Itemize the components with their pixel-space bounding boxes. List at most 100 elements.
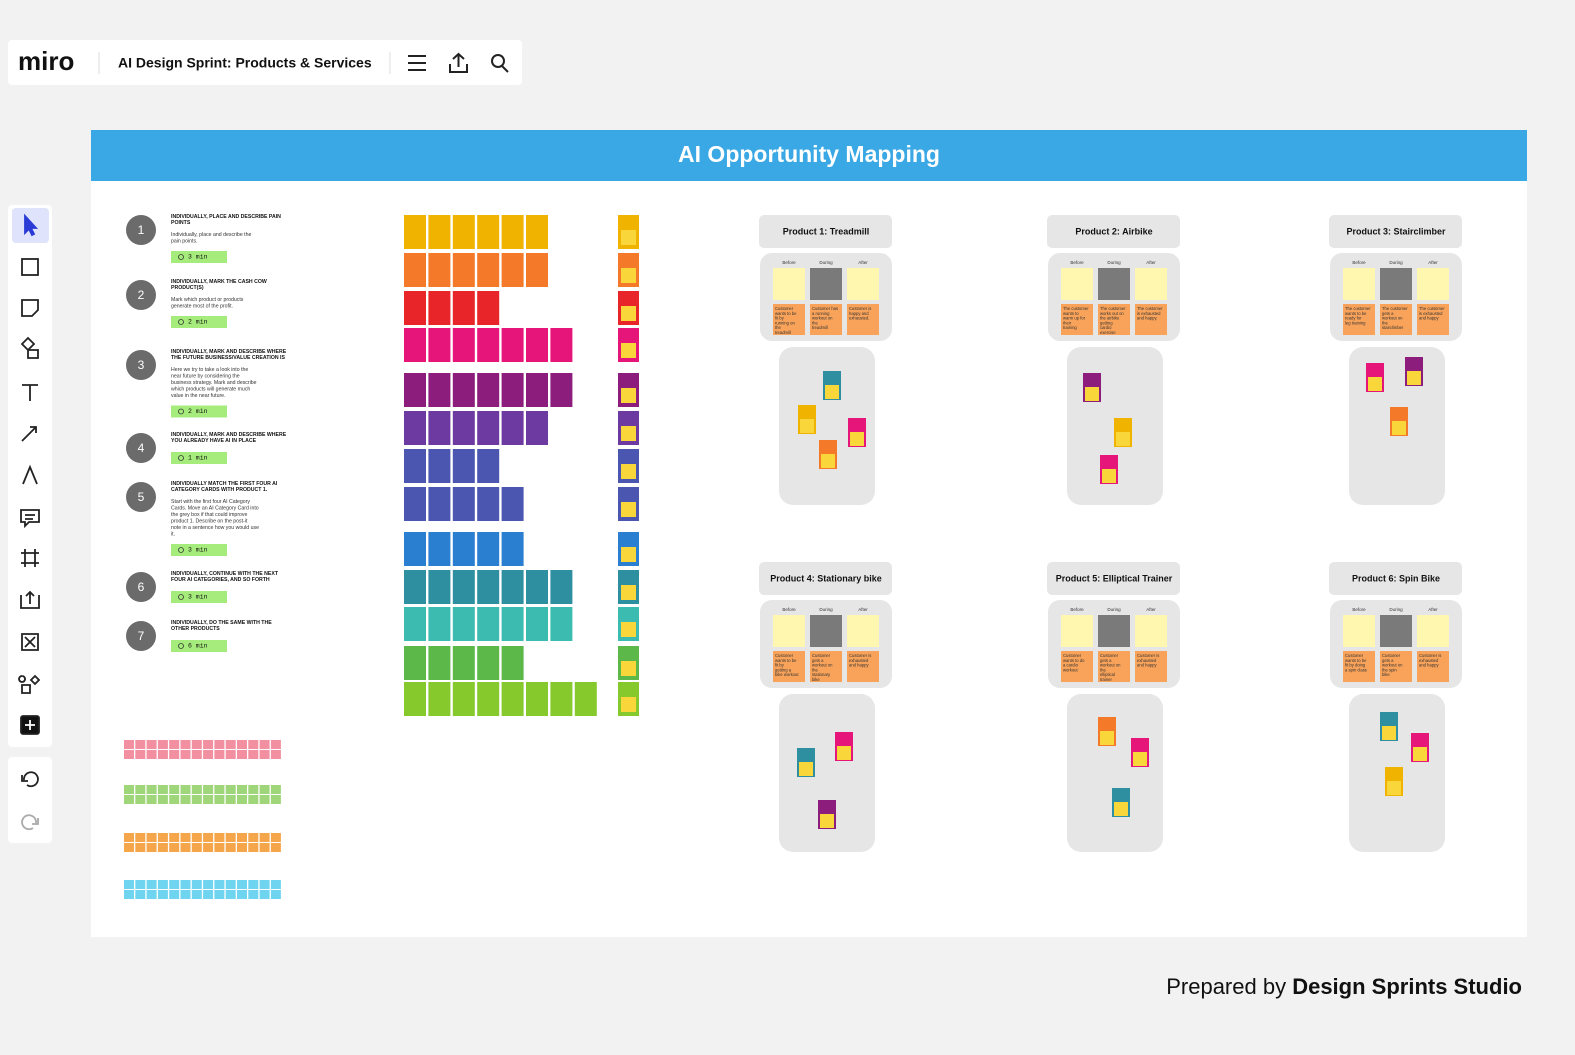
select-tool[interactable] bbox=[24, 213, 39, 237]
embed-tool[interactable] bbox=[21, 633, 39, 651]
phase-label: Before bbox=[1070, 260, 1084, 265]
ai-card bbox=[526, 215, 548, 249]
sticky-palette bbox=[225, 750, 236, 759]
journey-image bbox=[1135, 615, 1167, 647]
timer-bg bbox=[171, 405, 227, 418]
ai-card bbox=[404, 532, 426, 566]
phase-label: After bbox=[1428, 260, 1438, 265]
menu-icon[interactable] bbox=[408, 55, 426, 71]
sticky-palette bbox=[135, 750, 146, 759]
wrapped-text: Customer is exhausted and happy bbox=[1137, 653, 1159, 668]
ai-card bbox=[477, 215, 500, 249]
sticky-palette bbox=[237, 890, 247, 899]
sticky bbox=[621, 426, 636, 441]
ai-card bbox=[526, 253, 548, 287]
sticky-palette bbox=[203, 880, 214, 889]
ai-card bbox=[428, 215, 451, 249]
journey-image bbox=[773, 268, 805, 300]
ai-card bbox=[550, 682, 573, 716]
pen-tool[interactable] bbox=[22, 464, 38, 485]
line-tool[interactable] bbox=[21, 426, 37, 442]
ai-card bbox=[404, 487, 426, 521]
sticky-palette bbox=[237, 740, 247, 749]
step-circle bbox=[126, 350, 156, 380]
sticky-palette bbox=[270, 890, 281, 899]
sticky-palette bbox=[180, 785, 191, 794]
sticky bbox=[621, 306, 636, 321]
product-name: Product 3: Stairclimber bbox=[1346, 226, 1446, 236]
sticky-palette bbox=[270, 880, 281, 889]
ai-card bbox=[452, 215, 475, 249]
timer: 1 min bbox=[188, 455, 208, 462]
ai-card bbox=[477, 532, 500, 566]
search-icon[interactable] bbox=[491, 54, 509, 73]
board-name[interactable]: AI Design Sprint: Products & Services bbox=[118, 55, 372, 71]
phase-label: Before bbox=[1070, 607, 1084, 612]
sticky-palette bbox=[259, 795, 270, 804]
text-tool[interactable] bbox=[22, 384, 38, 401]
sticky-palette bbox=[214, 750, 225, 759]
ai-card bbox=[501, 532, 524, 566]
redo[interactable] bbox=[21, 814, 39, 831]
more-plus bbox=[25, 720, 35, 730]
wrapped-text: Customer is happy and exhausted. bbox=[849, 306, 871, 321]
frame-tool[interactable] bbox=[21, 549, 39, 567]
product-name: Product 6: Spin Bike bbox=[1352, 573, 1440, 583]
phase-label: Before bbox=[1352, 260, 1366, 265]
timer: 3 min bbox=[188, 547, 208, 554]
sticky-palette bbox=[259, 750, 270, 759]
sticky bbox=[1114, 802, 1128, 816]
comment-tool[interactable] bbox=[20, 509, 40, 529]
sticky-palette bbox=[157, 880, 168, 889]
ai-card bbox=[404, 215, 426, 249]
sticky bbox=[621, 585, 636, 600]
export-icon[interactable] bbox=[449, 52, 468, 73]
sticky-palette bbox=[169, 750, 180, 759]
ai-card bbox=[428, 607, 451, 641]
ai-card bbox=[501, 215, 524, 249]
wrapped-text: The customer works out on the airbike getti… bbox=[1100, 306, 1126, 335]
sticky-palette bbox=[169, 890, 180, 899]
sticky bbox=[621, 230, 636, 245]
upload-tool[interactable] bbox=[20, 590, 40, 609]
logo[interactable]: miro bbox=[18, 46, 74, 76]
journey-note bbox=[1098, 651, 1130, 682]
product-name: Product 4: Stationary bike bbox=[770, 573, 882, 583]
sticky-palette bbox=[214, 880, 225, 889]
sticky-palette bbox=[157, 890, 168, 899]
footer-prefix: Prepared by bbox=[1166, 974, 1286, 999]
sticky-palette bbox=[157, 740, 168, 749]
sticky-palette bbox=[180, 880, 191, 889]
ai-card bbox=[452, 291, 475, 325]
sticky-palette bbox=[135, 880, 146, 889]
sticky-palette bbox=[157, 785, 168, 794]
wrapped-text: Here we try to take a look into the near … bbox=[171, 367, 257, 399]
wrapped-text: Customer has a running workout on the treadm… bbox=[812, 306, 838, 330]
timer-icon bbox=[178, 254, 184, 260]
wrapped-text: INDIVIDUALLY, MARK AND DESCRIBE WHERE THE… bbox=[171, 349, 287, 361]
sticky-palette bbox=[237, 795, 247, 804]
ai-card bbox=[404, 682, 426, 716]
diagram-tool[interactable] bbox=[18, 674, 41, 694]
ai-card bbox=[404, 253, 426, 287]
sticky-palette bbox=[124, 890, 134, 899]
sticky-palette bbox=[191, 740, 202, 749]
sticky-palette bbox=[180, 740, 191, 749]
sticky-palette bbox=[169, 833, 180, 842]
ai-card bbox=[404, 411, 426, 445]
sticky-palette bbox=[146, 833, 157, 842]
template-tool[interactable] bbox=[21, 258, 39, 276]
sticky-palette bbox=[146, 740, 157, 749]
sticky-palette bbox=[214, 795, 225, 804]
undo[interactable] bbox=[21, 771, 39, 788]
sticky-palette bbox=[214, 833, 225, 842]
ai-card bbox=[477, 646, 500, 680]
ai-card bbox=[428, 411, 451, 445]
wrapped-text: The customer is exhausted and happy. bbox=[1137, 306, 1163, 321]
sticky-palette bbox=[270, 740, 281, 749]
shape-tool[interactable] bbox=[20, 336, 39, 359]
sticky-palette bbox=[259, 833, 270, 842]
sticky bbox=[1102, 469, 1116, 483]
sticky-tool[interactable] bbox=[21, 299, 39, 317]
